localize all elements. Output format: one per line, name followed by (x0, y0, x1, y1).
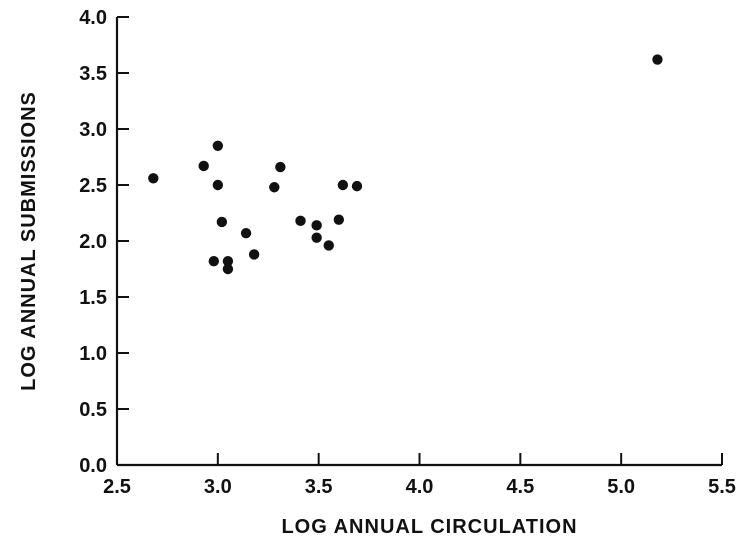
data-point (222, 255, 234, 267)
data-point (222, 263, 234, 275)
y-tick-label: 1.5 (79, 287, 107, 309)
data-point (295, 215, 306, 227)
ticks: 0.0 0.5 1.0 1.5 2.0 2.5 3.0 3.5 4.0 2.5 3.0 3.5 4.0 4… (79, 7, 736, 498)
data-point (212, 179, 224, 191)
data-point (216, 216, 228, 228)
data-point (333, 214, 345, 225)
x-tick-label: 4.0 (406, 476, 434, 498)
y-tick-label: 0.5 (79, 399, 107, 421)
y-tick-label: 3.5 (79, 63, 107, 85)
y-tick-label: 2.0 (79, 231, 107, 253)
data-point (212, 140, 224, 151)
data-point (269, 182, 280, 193)
x-axis-title: LOG ANNUAL CIRCULATION (281, 516, 577, 538)
x-tick-label: 5.0 (607, 476, 635, 498)
y-axis-title: LOG ANNUAL SUBMISSIONS (18, 91, 40, 391)
y-tick-label: 2.5 (79, 175, 107, 197)
data-point (275, 161, 286, 173)
y-tick-label: 0.0 (79, 455, 107, 477)
data-point (311, 232, 322, 243)
x-tick-label: 5.5 (708, 476, 736, 498)
data-point (248, 249, 260, 260)
data-point (311, 220, 322, 231)
x-tick-label: 2.5 (103, 476, 131, 498)
x-tick-label: 3.5 (305, 476, 333, 498)
x-tick-label: 4.5 (506, 476, 534, 498)
y-tick-label: 3.0 (79, 119, 107, 141)
data-points (148, 54, 663, 275)
y-tick-label: 1.0 (79, 343, 107, 365)
y-tick-label: 4.0 (79, 7, 107, 29)
data-point (652, 54, 663, 65)
data-point (337, 179, 349, 191)
data-point (148, 173, 159, 184)
axes (115, 17, 722, 467)
x-tick-label: 3.0 (204, 476, 232, 498)
data-point (351, 180, 363, 192)
data-point (208, 255, 219, 267)
data-point (323, 240, 334, 251)
data-point (198, 160, 209, 172)
data-point (240, 227, 252, 239)
